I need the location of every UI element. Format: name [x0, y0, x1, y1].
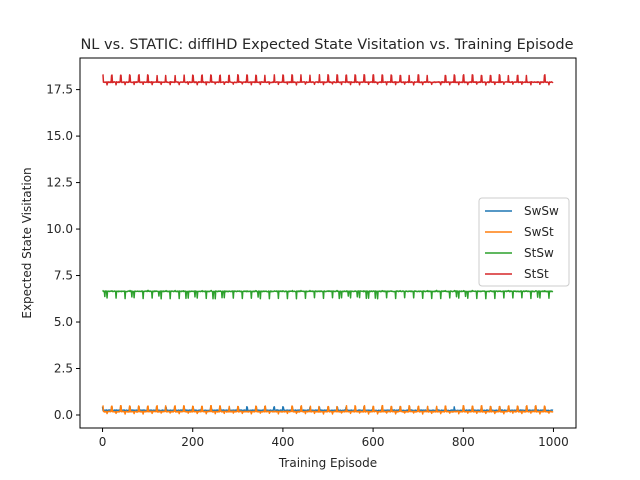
y-tick-label: 0.0 — [54, 408, 73, 422]
series-line-stst — [102, 74, 554, 86]
x-axis-ticks: 0 200 400 600 800 1000 — [99, 428, 569, 449]
legend-label-stsw: StSw — [524, 246, 554, 260]
series-line-stsw — [102, 289, 554, 300]
y-tick-label: 10.0 — [46, 222, 73, 236]
legend-label-swst: SwSt — [524, 225, 554, 239]
y-tick-label: 7.5 — [54, 269, 73, 283]
x-tick-label: 800 — [452, 435, 475, 449]
y-axis-label: Expected State Visitation — [20, 167, 34, 318]
y-axis-ticks: 0.0 2.5 5.0 7.5 10.0 12.5 15.0 17.5 — [46, 83, 80, 422]
y-tick-label: 5.0 — [54, 315, 73, 329]
x-tick-label: 400 — [271, 435, 294, 449]
chart-title: NL vs. STATIC: diffIHD Expected State Vi… — [80, 37, 573, 53]
y-tick-label: 17.5 — [46, 83, 73, 97]
x-tick-label: 600 — [362, 435, 385, 449]
legend-box — [478, 197, 570, 287]
x-axis-label: Training Episode — [278, 456, 377, 470]
plot-series-group — [101, 74, 554, 415]
series-line-swst — [102, 404, 554, 415]
legend-label-swsw: SwSw — [524, 204, 559, 218]
legend-label-stst: StSt — [524, 267, 549, 281]
x-tick-label: 200 — [181, 435, 204, 449]
y-tick-label: 2.5 — [54, 362, 73, 376]
y-tick-label: 12.5 — [46, 176, 73, 190]
axes-frame — [79, 57, 577, 429]
x-tick-label: 0 — [99, 435, 107, 449]
x-tick-label: 1000 — [538, 435, 569, 449]
legend: SwSw SwSt StSw StSt — [478, 197, 570, 287]
y-tick-label: 15.0 — [46, 129, 73, 143]
legend-entries: SwSw SwSt StSw StSt — [485, 204, 559, 281]
